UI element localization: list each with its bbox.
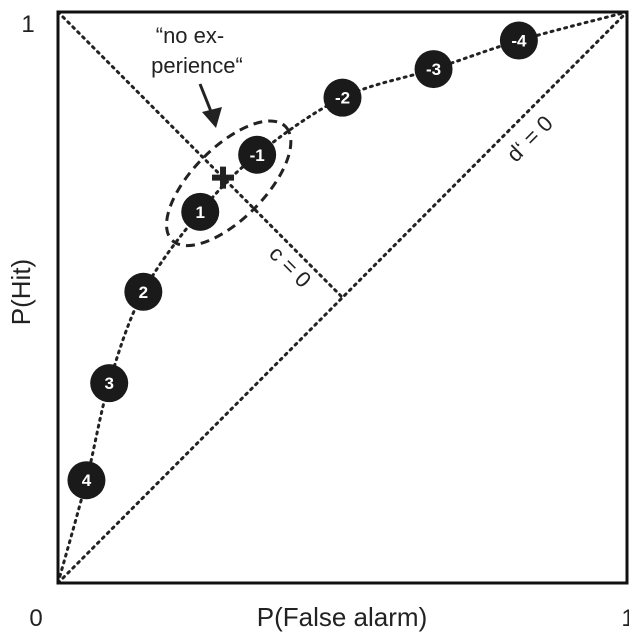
no-experience-ellipse <box>165 119 293 248</box>
point-label-1: 1 <box>196 203 205 222</box>
point-marker--3 <box>414 50 453 89</box>
point-marker--4 <box>499 21 538 60</box>
annotation-arrow-shaft <box>198 83 214 115</box>
x-axis-tick-end: 1 <box>621 605 629 632</box>
reference-line-label-d-prime: d‘ = 0 <box>502 111 558 167</box>
annotation-line-2: perience“ <box>151 53 243 78</box>
reference-line-label-c: c = 0 <box>264 241 316 293</box>
y-axis-tick-top: 1 <box>21 11 34 38</box>
point-marker-1 <box>181 192 220 231</box>
annotation-arrow-head <box>202 107 222 128</box>
y-axis-label: P(Hit) <box>6 259 36 325</box>
plot-area: 4 3 2 1 -1 -2 -3 -4 <box>56 10 629 585</box>
point-label-4: 4 <box>82 471 92 490</box>
no-experience-marker <box>212 166 235 189</box>
x-axis-label: P(False alarm) <box>257 602 427 632</box>
point-marker--1 <box>238 135 277 174</box>
x-axis-tick-origin: 0 <box>29 605 42 632</box>
point-label-2: 2 <box>139 283 148 302</box>
point-label--2: -2 <box>335 89 350 108</box>
plot-frame <box>56 10 629 585</box>
point-marker--2 <box>323 78 362 117</box>
reference-line-d-prime <box>56 10 629 585</box>
annotation-line-1: “no ex- <box>156 23 224 48</box>
point-marker-2 <box>124 272 163 311</box>
point-marker-3 <box>90 364 129 403</box>
point-label-3: 3 <box>104 374 113 393</box>
point-marker-4 <box>67 461 106 500</box>
point-label--1: -1 <box>250 146 265 165</box>
point-label--3: -3 <box>426 60 441 79</box>
reference-line-c <box>56 10 344 299</box>
point-label--4: -4 <box>511 32 527 51</box>
